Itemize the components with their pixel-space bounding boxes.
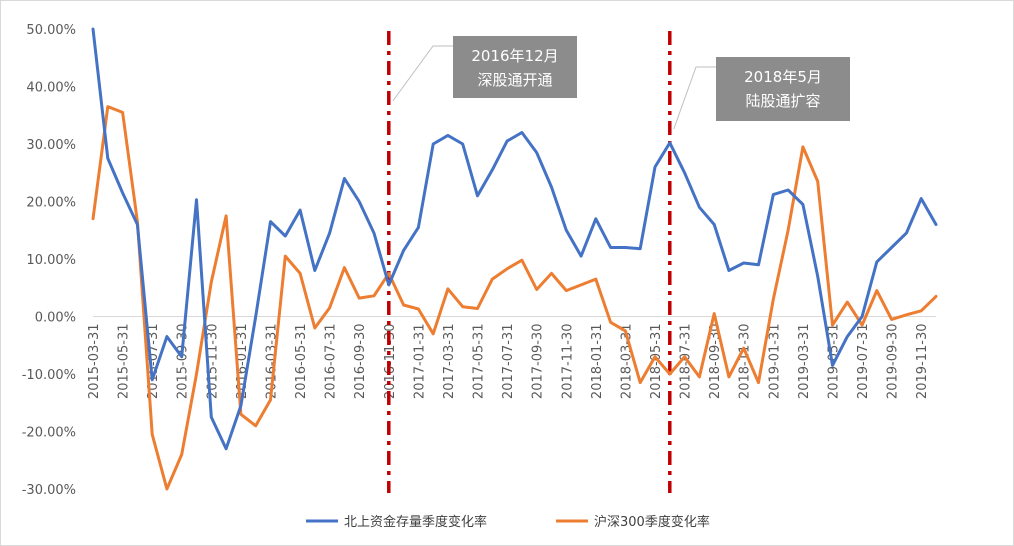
series-line-northbound <box>91 27 938 451</box>
x-tick-label: 2019-07-31 <box>856 324 871 400</box>
series-line-hs300 <box>91 105 938 491</box>
x-tick-label: 2016-07-31 <box>324 324 339 400</box>
legend: 北上资金存量季度变化率 沪深300季度变化率 <box>306 514 710 530</box>
x-tick-label: 2015-09-30 <box>176 324 191 400</box>
x-tick-label: 2017-05-31 <box>472 324 487 400</box>
x-tick-label: 2018-11-30 <box>738 324 753 400</box>
annotation-date: 2018年5月 <box>744 68 822 86</box>
annotation-event: 陆股通扩容 <box>745 92 820 110</box>
legend-label: 北上资金存量季度变化率 <box>344 514 487 530</box>
annotation-leader <box>673 66 716 130</box>
x-tick-label: 2017-07-31 <box>501 323 516 399</box>
y-tick-label: 0.00% <box>35 311 76 326</box>
legend-label: 沪深300季度变化率 <box>594 514 710 530</box>
annotation-box <box>716 57 850 121</box>
annotation-date: 2016年12月 <box>471 47 558 65</box>
x-tick-label: 2019-11-30 <box>915 324 930 400</box>
y-tick-label: 30.00% <box>26 138 76 153</box>
annotation-box <box>453 36 577 98</box>
x-tick-label: 2019-03-31 <box>797 324 812 400</box>
x-tick-label: 2018-05-31 <box>649 324 664 400</box>
x-tick-label: 2017-11-30 <box>560 324 575 400</box>
y-tick-label: -30.00% <box>22 483 76 498</box>
y-tick-label: 10.00% <box>26 253 76 268</box>
y-tick-label: 50.00% <box>26 23 76 38</box>
series-lines <box>91 27 938 491</box>
x-tick-label: 2018-01-31 <box>590 324 605 400</box>
x-tick-label: 2019-01-31 <box>767 324 782 400</box>
x-tick-label: 2015-05-31 <box>117 324 132 400</box>
x-tick-label: 2019-09-30 <box>886 324 901 400</box>
x-tick-label: 2017-03-31 <box>442 324 457 400</box>
y-axis-ticks: 50.00% 40.00% 30.00% 20.00% 10.00% 0.00% -10.0… <box>22 23 76 498</box>
y-tick-label: 20.00% <box>26 196 76 211</box>
x-tick-label: 2018-03-31 <box>619 324 634 400</box>
x-tick-label: 2017-09-30 <box>531 324 546 400</box>
x-tick-label: 2017-01-31 <box>412 324 427 400</box>
y-tick-label: -10.00% <box>22 368 76 383</box>
annotation-event: 深股通开通 <box>477 71 552 89</box>
event-markers <box>387 31 672 493</box>
x-tick-label: 2016-05-31 <box>294 324 309 400</box>
annotation-leader <box>392 45 453 102</box>
y-tick-label: -20.00% <box>22 426 76 441</box>
x-axis-ticks: 2015-03-31 2015-05-31 2015-07-31 2015-09-30… <box>87 323 930 399</box>
x-tick-label: 2015-03-31 <box>87 324 102 400</box>
x-tick-label: 2016-09-30 <box>353 324 368 400</box>
y-tick-label: 40.00% <box>26 81 76 96</box>
